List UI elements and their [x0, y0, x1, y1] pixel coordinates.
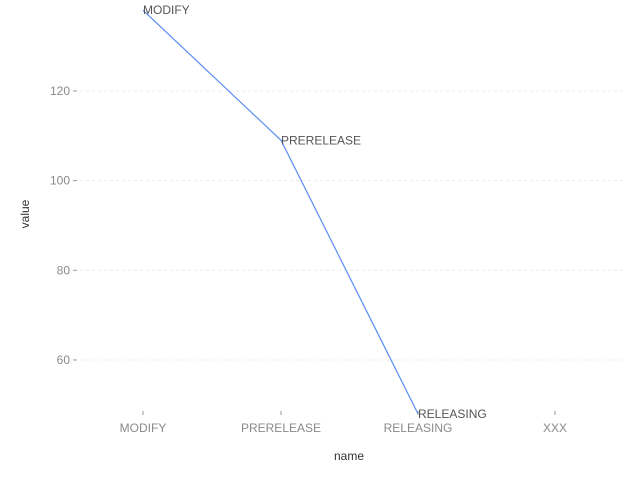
y-tick-label: 80 — [57, 263, 71, 277]
data-point-label: PRERELEASE — [281, 133, 361, 147]
y-tick-label: 100 — [50, 174, 70, 188]
y-axis-title: value — [18, 199, 32, 228]
x-tick-label: PRERELEASE — [241, 421, 321, 435]
data-point-label: RELEASING — [418, 407, 487, 421]
grid-lines — [80, 90, 625, 361]
y-tick-label: 120 — [50, 84, 70, 98]
x-axis: MODIFY PRERELEASE RELEASING XXX — [120, 411, 567, 435]
y-axis: 60 80 100 120 — [50, 84, 77, 367]
x-tick-label: RELEASING — [384, 421, 453, 435]
point-labels: MODIFY PRERELEASE RELEASING — [143, 3, 487, 421]
y-tick-label: 60 — [57, 353, 71, 367]
series-line — [142, 9, 419, 415]
data-point-label: MODIFY — [143, 3, 190, 17]
x-axis-title: name — [334, 449, 364, 463]
x-tick-label: MODIFY — [120, 421, 167, 435]
series-group — [142, 9, 419, 415]
x-tick-label: XXX — [543, 421, 567, 435]
